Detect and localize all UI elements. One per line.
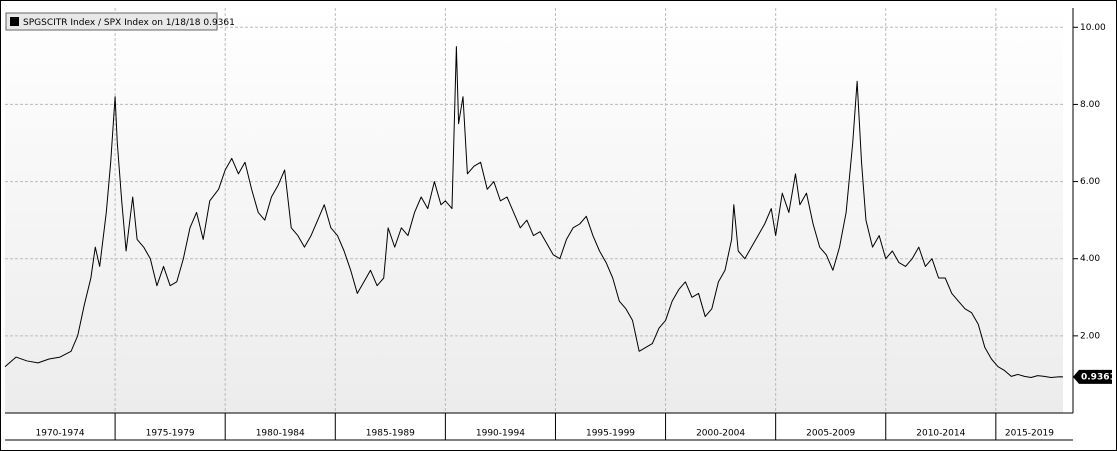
plot-area — [5, 8, 1063, 413]
period-label: 2000-2004 — [696, 429, 745, 439]
period-label: 1985-1989 — [366, 429, 415, 439]
y-tick-label: 10.00 — [1080, 23, 1106, 33]
legend-name: SPGSCITR Index / SPX Index on 1/18/18 — [23, 18, 201, 28]
period-label: 1990-1994 — [476, 429, 525, 439]
legend-last-value: 0.9361 — [203, 18, 235, 28]
legend: SPGSCITR Index / SPX Index on 1/18/18 0.… — [5, 12, 235, 31]
period-label: 1980-1984 — [256, 429, 305, 439]
y-tick-label: 6.00 — [1080, 177, 1100, 187]
period-label: 2010-2014 — [916, 429, 965, 439]
legend-box — [5, 12, 218, 31]
series-line — [4, 46, 1064, 379]
y-tick-label: 4.00 — [1080, 254, 1100, 264]
last-value-label: 0.9361 — [1081, 372, 1116, 382]
period-label: 1975-1979 — [146, 429, 195, 439]
period-label: 2005-2009 — [806, 429, 855, 439]
period-label: 1970-1974 — [36, 429, 85, 439]
y-tick-label: 2.00 — [1080, 331, 1100, 341]
y-tick-label: 8.00 — [1080, 100, 1100, 110]
legend-label: SPGSCITR Index / SPX Index on 1/18/18 0.… — [23, 18, 235, 28]
period-label: 1995-1999 — [586, 429, 635, 439]
period-label: 2015-2019 — [1005, 429, 1054, 439]
last-value-tag — [1073, 369, 1112, 384]
legend-swatch — [10, 17, 19, 26]
